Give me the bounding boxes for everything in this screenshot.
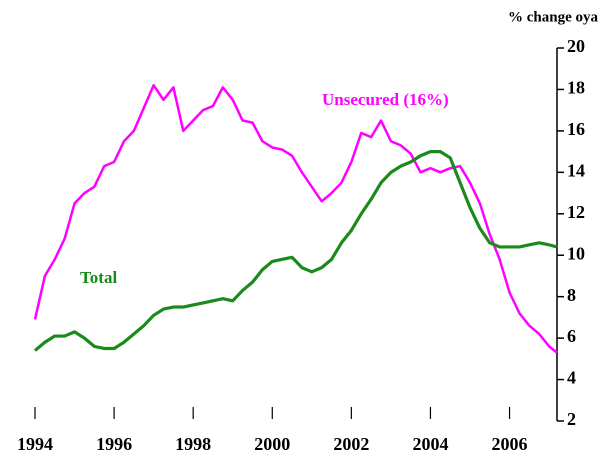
y-tick-label: 20 [567,36,585,56]
y-tick-label: 8 [567,285,576,305]
y-tick-label: 12 [567,202,585,222]
y-tick-label: 6 [567,326,576,346]
x-tick-label: 2002 [333,434,369,454]
y-tick-label: 14 [567,160,585,180]
x-tick-label: 1994 [17,434,53,454]
x-tick-label: 1996 [96,434,132,454]
y-tick-label: 18 [567,78,585,98]
series-line [33,84,558,354]
y-tick-label: 4 [567,368,576,388]
x-tick-label: 1998 [175,434,211,454]
y-tick-label: 2 [567,409,576,429]
x-tick-label: 2004 [412,434,448,454]
x-tick-label: 2000 [254,434,290,454]
series-label: Unsecured (16%) [322,90,449,109]
x-tick-label: 2006 [492,434,528,454]
y-tick-label: 10 [567,243,585,263]
y-tick-label: 16 [567,119,585,139]
y-axis-label: % change oya [508,9,599,25]
series-line [33,150,558,352]
series-label: Total [80,268,117,287]
